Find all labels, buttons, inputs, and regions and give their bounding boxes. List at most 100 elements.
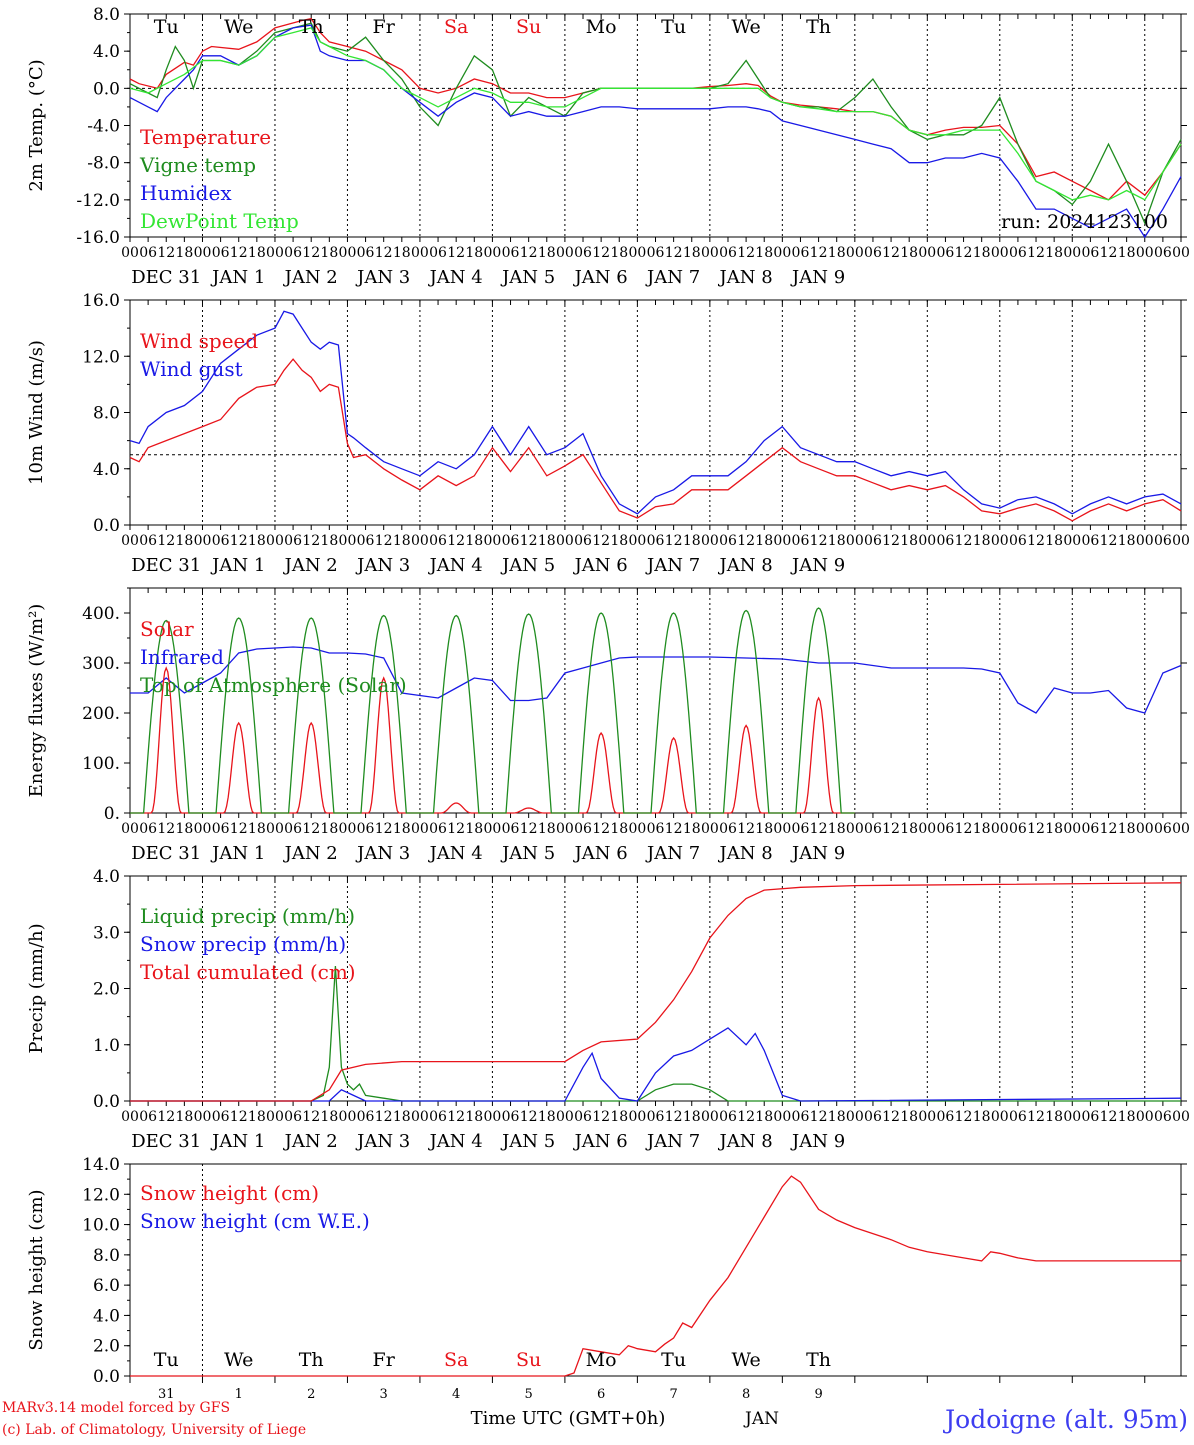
y-tick-label: -8.0 bbox=[87, 154, 120, 174]
plot-frame bbox=[129, 13, 1182, 238]
hour-label: 12 bbox=[882, 245, 900, 261]
date-label: JAN 8 bbox=[718, 555, 773, 576]
y-tick-label: -4.0 bbox=[87, 117, 120, 137]
hour-label: 18 bbox=[610, 1109, 628, 1125]
hour-label: 18 bbox=[683, 1109, 701, 1125]
hour-label: 12 bbox=[447, 245, 465, 261]
hour-label: 06 bbox=[792, 533, 810, 549]
series-line-vigne-temp bbox=[129, 22, 1182, 225]
hour-label: 06 bbox=[357, 821, 375, 837]
hour-label: 18 bbox=[465, 1109, 483, 1125]
hour-label: 06 bbox=[212, 1109, 230, 1125]
hour-label: 18 bbox=[538, 1109, 556, 1125]
hour-label: 18 bbox=[393, 821, 411, 837]
date-label: JAN 3 bbox=[355, 267, 410, 288]
date-label: JAN 4 bbox=[428, 267, 483, 288]
hour-label: 12 bbox=[1100, 533, 1118, 549]
y-tick-label: 8.0 bbox=[93, 404, 120, 424]
hour-label: 12 bbox=[230, 533, 248, 549]
day-number-label: 7 bbox=[669, 1387, 677, 1402]
hour-label: 12 bbox=[230, 821, 248, 837]
panel-2 bbox=[124, 299, 1187, 530]
hour-label: 00 bbox=[1172, 1109, 1190, 1125]
hour-label: 00 bbox=[1136, 533, 1154, 549]
hour-label: 06 bbox=[1081, 533, 1099, 549]
hour-label: 00 bbox=[266, 1109, 284, 1125]
day-number-label: 4 bbox=[452, 1387, 460, 1402]
weekday-label: We bbox=[731, 16, 760, 38]
date-label: JAN 5 bbox=[500, 267, 555, 288]
day-number-label: 8 bbox=[742, 1387, 750, 1402]
y-axis-label: Precip (mm/h) bbox=[26, 923, 47, 1053]
hour-label: 06 bbox=[1009, 533, 1027, 549]
hour-label: 00 bbox=[846, 1109, 864, 1125]
series-line-total-cumulated-cm- bbox=[130, 882, 1182, 1102]
hour-label: 00 bbox=[411, 245, 429, 261]
hour-label: 12 bbox=[665, 245, 683, 261]
hour-label: 06 bbox=[647, 821, 665, 837]
hour-label: 18 bbox=[1045, 245, 1063, 261]
hour-label: 12 bbox=[592, 1109, 610, 1125]
hour-label: 06 bbox=[502, 533, 520, 549]
legend-entry: Snow height (cm) bbox=[140, 1181, 319, 1205]
hour-label: 18 bbox=[828, 1109, 846, 1125]
hour-label: 06 bbox=[1009, 1109, 1027, 1125]
y-tick-label: 0.0 bbox=[93, 79, 120, 99]
hour-label: 18 bbox=[610, 245, 628, 261]
weekday-label: Mo bbox=[586, 16, 617, 38]
date-label: DEC 31 bbox=[131, 267, 201, 288]
hour-label: 18 bbox=[320, 245, 338, 261]
hour-label: 12 bbox=[737, 533, 755, 549]
hour-label: 06 bbox=[574, 533, 592, 549]
hour-label: 00 bbox=[411, 533, 429, 549]
hour-label: 18 bbox=[175, 821, 193, 837]
legend-entry: Liquid precip (mm/h) bbox=[140, 904, 355, 928]
y-tick-label: 2.0 bbox=[93, 980, 120, 1000]
date-label: JAN 9 bbox=[790, 555, 845, 576]
hour-label: 00 bbox=[918, 533, 936, 549]
hour-label: 06 bbox=[139, 245, 157, 261]
weekday-label: Tu bbox=[154, 1349, 179, 1371]
hour-label: 18 bbox=[248, 821, 266, 837]
legend-entry: Vigne temp bbox=[139, 153, 256, 177]
hour-label: 12 bbox=[375, 245, 393, 261]
hour-label: 00 bbox=[556, 245, 574, 261]
hour-label: 06 bbox=[429, 533, 447, 549]
hour-label: 18 bbox=[1045, 1109, 1063, 1125]
hour-label: 18 bbox=[683, 245, 701, 261]
hour-label: 00 bbox=[194, 821, 212, 837]
y-tick-label: 12.0 bbox=[82, 1185, 120, 1205]
y-tick-label: 1.0 bbox=[93, 1036, 120, 1056]
y-tick-label: 4.0 bbox=[93, 460, 120, 480]
hour-label: 18 bbox=[1118, 821, 1136, 837]
hour-label: 00 bbox=[411, 821, 429, 837]
hour-label: 06 bbox=[937, 245, 955, 261]
y-tick-label: 100. bbox=[82, 754, 120, 774]
date-label: JAN 2 bbox=[283, 1131, 338, 1152]
hour-label: 06 bbox=[864, 821, 882, 837]
hour-label: 06 bbox=[792, 1109, 810, 1125]
hour-label: 12 bbox=[810, 1109, 828, 1125]
hour-label: 06 bbox=[1154, 245, 1172, 261]
hour-label: 12 bbox=[665, 533, 683, 549]
model-credit: MARv3.14 model forced by GFS bbox=[2, 1400, 230, 1416]
hour-label: 06 bbox=[1154, 821, 1172, 837]
hour-label: 06 bbox=[502, 1109, 520, 1125]
day-number-label: 2 bbox=[307, 1387, 315, 1402]
hour-label: 12 bbox=[375, 533, 393, 549]
hour-label: 06 bbox=[719, 533, 737, 549]
hour-label: 18 bbox=[465, 821, 483, 837]
hour-label: 18 bbox=[1045, 533, 1063, 549]
legend-entry: Wind speed bbox=[140, 329, 258, 353]
date-label: JAN 6 bbox=[573, 555, 628, 576]
legend-entry: Snow height (cm W.E.) bbox=[140, 1209, 370, 1233]
panel-3 bbox=[124, 587, 1187, 818]
hour-label: 06 bbox=[284, 245, 302, 261]
hour-label: 06 bbox=[647, 533, 665, 549]
hour-label: 12 bbox=[955, 245, 973, 261]
hour-label: 06 bbox=[502, 821, 520, 837]
hour-label: 18 bbox=[683, 821, 701, 837]
hour-label: 18 bbox=[973, 1109, 991, 1125]
date-label: JAN 1 bbox=[210, 267, 265, 288]
